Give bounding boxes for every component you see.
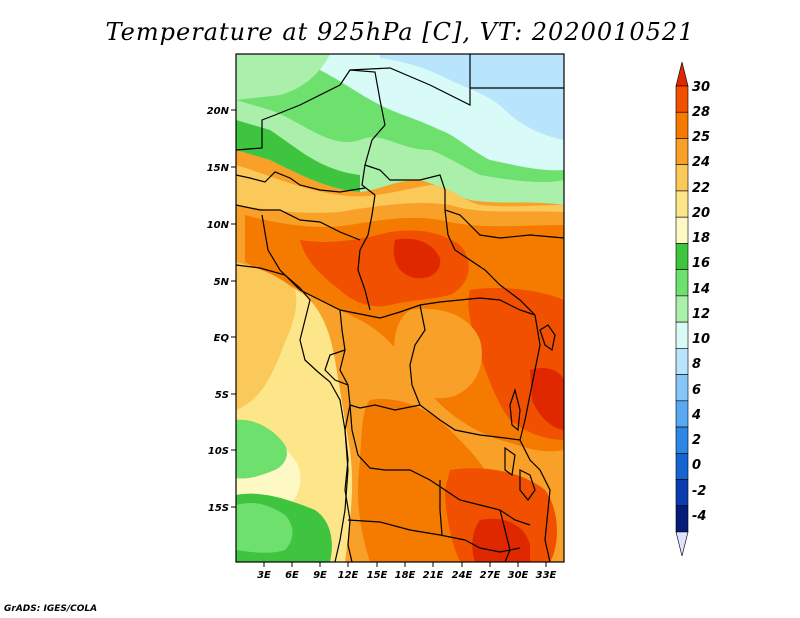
colorbar-box xyxy=(675,452,689,480)
colorbar-box xyxy=(675,190,689,218)
lon-tick-label: 24E xyxy=(452,570,473,581)
colorbar-box xyxy=(675,426,689,454)
lon-tick-label: 33E xyxy=(536,570,557,581)
colorbar-label: 6 xyxy=(692,383,701,398)
colorbar-box xyxy=(675,243,689,270)
colorbar-box xyxy=(675,61,689,87)
lon-tick-label: 15E xyxy=(367,570,388,581)
lon-tick-label: 30E xyxy=(508,570,529,581)
colorbar-box xyxy=(675,400,689,428)
lat-tick-label: 20N xyxy=(207,106,230,117)
longitude-axis: 3E 6E 9E 12E 15E 18E 21E 24E 27E 30E 33E xyxy=(257,562,557,581)
colorbar-label: 25 xyxy=(692,130,710,145)
lon-tick-label: 21E xyxy=(423,570,444,581)
lon-tick-label: 6E xyxy=(285,570,299,581)
lat-tick-label: EQ xyxy=(214,333,230,344)
colorbar-box xyxy=(675,138,689,166)
colorbar-box xyxy=(675,269,689,297)
colorbar-box xyxy=(675,85,689,113)
colorbar-label: 8 xyxy=(692,357,701,372)
lat-tick-label: 10N xyxy=(207,220,230,231)
lat-tick-label: 5S xyxy=(215,390,229,401)
colorbar-box xyxy=(675,164,689,192)
lon-tick-label: 27E xyxy=(480,570,501,581)
colorbar-label: 18 xyxy=(692,231,710,246)
lon-tick-label: 18E xyxy=(395,570,416,581)
colorbar-label: 22 xyxy=(692,181,710,196)
lon-tick-label: 9E xyxy=(313,570,327,581)
colorbar-label: 14 xyxy=(692,282,710,297)
colorbar-label: 16 xyxy=(692,256,710,271)
colorbar-box xyxy=(675,374,689,402)
grads-credit: GrADS: IGES/COLA xyxy=(4,604,98,614)
colorbar-boxes xyxy=(675,61,689,557)
colorbar-box xyxy=(675,295,689,323)
temperature-field xyxy=(236,54,564,562)
country-borders xyxy=(236,54,564,562)
latitude-axis: 20N 15N 10N 5N EQ 5S 10S 15S xyxy=(207,106,236,514)
colorbar-labels: 30 28 25 24 22 20 18 16 14 12 10 8 6 4 2… xyxy=(691,80,710,524)
lat-tick-label: 15N xyxy=(207,163,230,174)
colorbar-box xyxy=(675,479,689,507)
colorbar-box xyxy=(675,321,689,349)
lat-tick-label: 10S xyxy=(208,446,229,457)
colorbar-label: 12 xyxy=(692,307,710,322)
colorbar-label: 10 xyxy=(692,332,710,347)
colorbar-label: 24 xyxy=(692,155,710,170)
colorbar-label: -4 xyxy=(692,509,706,524)
lat-tick-label: 5N xyxy=(214,277,230,288)
colorbar-box xyxy=(675,505,689,533)
colorbar-label: 4 xyxy=(691,408,701,423)
colorbar-label: 30 xyxy=(692,80,710,95)
colorbar-box xyxy=(675,216,689,244)
colorbar-label: -2 xyxy=(692,484,706,499)
colorbar-box xyxy=(675,111,689,139)
lon-tick-label: 12E xyxy=(338,570,359,581)
lon-tick-label: 3E xyxy=(257,570,271,581)
map-title: Temperature at 925hPa [C], VT: 202001052… xyxy=(105,18,695,46)
colorbar-label: 20 xyxy=(692,206,710,221)
lat-tick-label: 15S xyxy=(208,503,229,514)
colorbar-box xyxy=(675,531,689,557)
map-frame xyxy=(235,53,565,563)
colorbar-label: 28 xyxy=(692,105,710,120)
colorbar-label: 0 xyxy=(692,458,701,473)
colorbar-label: 2 xyxy=(692,433,701,448)
colorbar-box xyxy=(675,348,689,375)
